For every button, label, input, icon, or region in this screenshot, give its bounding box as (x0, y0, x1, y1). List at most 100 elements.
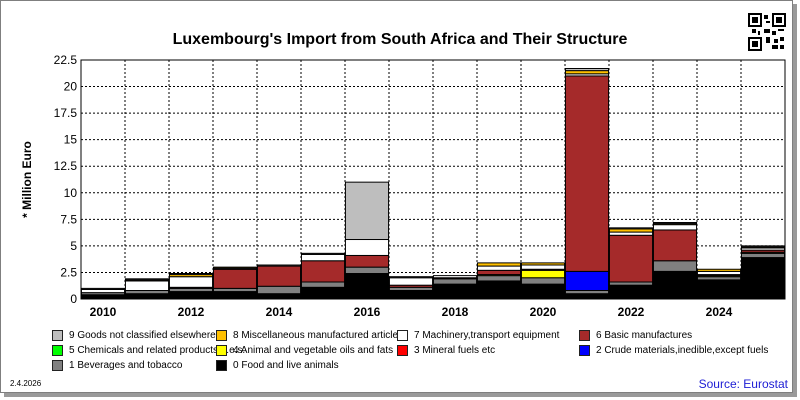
chart-date: 2.4.2026 (10, 379, 42, 388)
bar-segment (168, 291, 214, 300)
legend-swatch (52, 330, 63, 341)
bar-segment (124, 278, 170, 281)
bar-segment (564, 293, 610, 300)
bar-segment (608, 227, 654, 230)
bar-segment (256, 285, 302, 295)
legend-item: 6 Basic manufactures (579, 330, 692, 341)
bar-segment (168, 273, 214, 276)
bar-segment (652, 260, 698, 272)
bar-segment (212, 266, 258, 269)
legend-label: 8 Miscellaneous manufactured articles (233, 330, 404, 341)
legend-swatch (52, 345, 63, 356)
bar-segment (564, 270, 610, 292)
y-axis-label: * Million Euro (20, 141, 34, 218)
x-tick-label: 2018 (442, 305, 469, 319)
bar-segment (168, 276, 214, 288)
y-tick-label: 12.5 (54, 159, 78, 173)
bar-segment (344, 266, 390, 275)
bar-segment (476, 265, 522, 271)
bar-segment (520, 283, 566, 300)
bar-segment (300, 252, 346, 255)
legend-item: 3 Mineral fuels etc (397, 345, 495, 356)
legend-item: 5 Chemicals and related products,n.e.s. (52, 345, 245, 356)
y-tick-label: 7.5 (60, 212, 77, 226)
legend-item: 8 Miscellaneous manufactured articles (216, 330, 403, 341)
legend-item: 1 Beverages and tobacco (52, 360, 182, 371)
bar-segment (388, 276, 434, 279)
legend-swatch (216, 360, 227, 371)
bar-segment (608, 284, 654, 300)
legend-label: 5 Chemicals and related products,n.e.s. (69, 345, 246, 356)
bar-segment (256, 265, 302, 287)
bar-segment (740, 257, 786, 300)
legend-item: 4 Animal and vegetable oils and fats (216, 345, 393, 356)
bar-segment (652, 222, 698, 225)
bar-segment (476, 275, 522, 282)
bar-segment (344, 181, 390, 241)
bar-segment (256, 264, 302, 267)
bar-segment (696, 268, 742, 272)
bar-segment (476, 280, 522, 300)
bar-segment (256, 293, 302, 300)
bar-segment (696, 279, 742, 300)
bar-segment (520, 269, 566, 279)
bar-segment (212, 268, 258, 289)
x-tick-label: 2024 (706, 305, 733, 319)
bar-segment (388, 290, 434, 300)
bar-segment (740, 252, 786, 259)
bar-segment (432, 283, 478, 300)
legend-swatch (397, 330, 408, 341)
y-tick-label: 15 (64, 133, 78, 147)
legend-item: 2 Crude materials,inedible,except fuels (579, 345, 768, 356)
bar-segment (300, 286, 346, 300)
legend-label: 6 Basic manufactures (596, 330, 693, 341)
bar-segment (300, 281, 346, 288)
legend-label: 4 Animal and vegetable oils and fats (233, 345, 394, 356)
legend-swatch (216, 345, 227, 356)
bar-segment (740, 245, 786, 248)
qr-code-icon (748, 13, 786, 51)
bar-segment (300, 260, 346, 283)
legend-item: 9 Goods not classified elsewhere (52, 330, 216, 341)
bar-segment (652, 270, 698, 300)
legend-swatch (216, 330, 227, 341)
legend-label: 3 Mineral fuels etc (414, 345, 496, 356)
bar-segment (476, 262, 522, 267)
bar-segment (652, 229, 698, 262)
x-tick-label: 2010 (90, 305, 117, 319)
x-tick-label: 2012 (178, 305, 205, 319)
bar-segment (80, 287, 126, 290)
bar-segment (344, 239, 390, 256)
bar-segment (520, 277, 566, 285)
bar-segment (564, 67, 610, 72)
bar-segment (520, 262, 566, 266)
y-tick-label: 22.5 (54, 53, 78, 67)
legend-label: 1 Beverages and tobacco (69, 360, 183, 371)
x-tick-label: 2014 (266, 305, 293, 319)
y-tick-label: 17.5 (54, 106, 78, 120)
x-tick-label: 2020 (530, 305, 557, 319)
bar-segment (432, 275, 478, 279)
legend-swatch (52, 360, 63, 371)
legend-label: 9 Goods not classified elsewhere (69, 330, 216, 341)
legend-swatch (579, 330, 590, 341)
bar-segment (652, 224, 698, 231)
bar-segment (432, 278, 478, 285)
bar-segment (80, 294, 126, 300)
y-tick-label: 20 (64, 80, 78, 94)
bar-segment (124, 280, 170, 292)
source-link[interactable]: Source: Eurostat (698, 377, 788, 391)
bar-segment (124, 293, 170, 300)
bar-segment (476, 269, 522, 276)
legend-swatch (397, 345, 408, 356)
bar-segment (388, 277, 434, 286)
legend-item: 7 Machinery,transport equipment (397, 330, 559, 341)
bar-segment (520, 264, 566, 270)
legend-label: 0 Food and live animals (233, 360, 339, 371)
bar-segment (344, 254, 390, 268)
y-tick-label: 10 (64, 186, 78, 200)
legend-label: 7 Machinery,transport equipment (414, 330, 560, 341)
legend-swatch (579, 345, 590, 356)
bar-segment (212, 291, 258, 300)
